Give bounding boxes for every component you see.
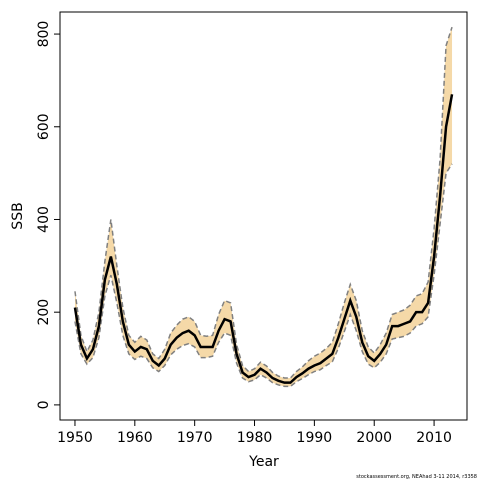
y-tick-label: 600: [36, 113, 52, 140]
plot-frame: [59, 11, 468, 421]
ssb-line: [73, 94, 454, 384]
y-tick-label: 200: [36, 299, 52, 326]
footnote: stockassessment.org, NEAhad 3-11 2014, r…: [356, 474, 477, 480]
confidence-band: [74, 27, 453, 387]
y-tick-label: 800: [36, 21, 52, 48]
bound-line: [74, 163, 453, 388]
x-tick-label: 1970: [177, 430, 213, 446]
y-axis-label: SSB: [10, 202, 26, 229]
x-tick-label: 1950: [57, 430, 93, 446]
x-tick-label: 1960: [117, 430, 153, 446]
x-tick-label: 1990: [297, 430, 333, 446]
x-axis-label: Year: [248, 454, 279, 470]
x-tick-label: 2000: [356, 430, 392, 446]
y-tick-label: 400: [36, 206, 52, 233]
y-tick-label: 0: [36, 400, 52, 409]
x-tick-label: 2010: [416, 430, 452, 446]
x-tick-label: 1980: [237, 430, 273, 446]
